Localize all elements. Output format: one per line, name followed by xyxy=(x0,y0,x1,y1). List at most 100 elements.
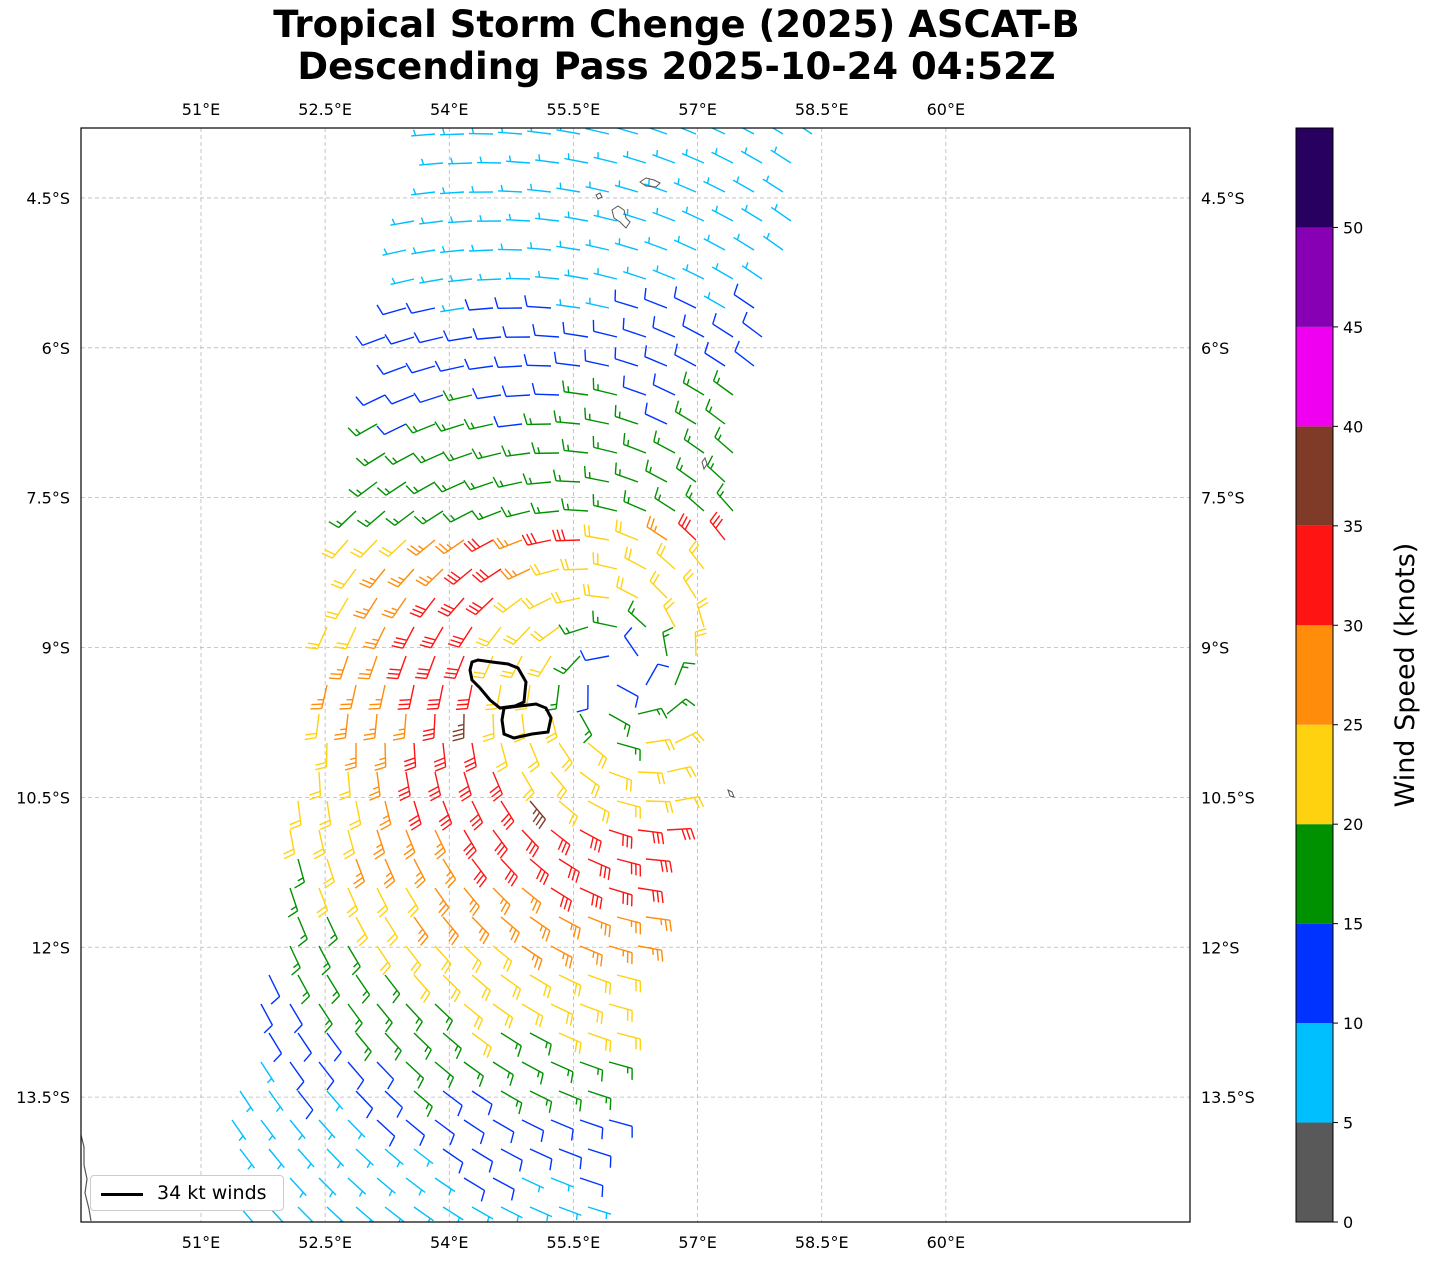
wind-barb xyxy=(716,483,734,512)
wind-barb xyxy=(463,742,477,773)
wind-barb xyxy=(623,490,647,512)
wind-barb xyxy=(442,390,473,402)
wind-barb xyxy=(587,1032,612,1053)
wind-barb xyxy=(711,148,734,164)
lat-label-left: 12°S xyxy=(31,938,70,957)
wind-barb xyxy=(608,945,633,965)
wind-barb xyxy=(333,713,349,741)
wind-barb xyxy=(694,628,707,657)
legend-entry-34kt: 34 kt winds xyxy=(157,1182,267,1204)
wind-barb xyxy=(440,187,465,195)
lat-label-left: 13.5°S xyxy=(16,1088,70,1107)
wind-barb xyxy=(529,1148,553,1171)
wind-barb xyxy=(677,513,697,541)
wind-barb xyxy=(681,206,705,222)
wind-barb xyxy=(592,319,618,338)
colorbar-segment xyxy=(1296,227,1333,327)
wind-barb xyxy=(762,232,784,251)
wind-barb xyxy=(614,405,639,425)
wind-barb xyxy=(704,341,726,367)
wind-barb xyxy=(558,742,573,773)
wind-barb xyxy=(558,1148,583,1170)
wind-barb xyxy=(347,1061,365,1091)
wind-barb xyxy=(355,394,386,406)
wind-barb xyxy=(616,684,639,708)
wind-barb xyxy=(500,1206,523,1222)
wind-barb xyxy=(268,1090,284,1113)
wind-barb xyxy=(645,459,668,483)
wind-barb xyxy=(468,244,494,252)
wind-barb xyxy=(438,800,453,831)
wind-barb xyxy=(359,568,386,589)
wind-barb xyxy=(471,655,494,679)
wind-barb xyxy=(476,156,502,164)
wind-barb xyxy=(463,479,494,491)
wind-barb xyxy=(463,1177,486,1202)
wind-barb xyxy=(463,1119,485,1145)
wind-barb xyxy=(289,1119,306,1141)
lon-label-bottom: 52.5°E xyxy=(298,1233,352,1252)
wind-barb xyxy=(647,128,668,135)
wind-barb xyxy=(357,655,378,680)
wind-barb xyxy=(318,1003,333,1034)
wind-barb xyxy=(649,570,668,599)
wind-barb xyxy=(324,597,349,620)
wind-barb xyxy=(411,247,436,255)
34kt-contour-north-lobe xyxy=(468,658,528,710)
wind-barb xyxy=(297,1148,315,1170)
wind-barb xyxy=(376,945,391,975)
wind-barb xyxy=(616,1032,642,1051)
lat-label-right: 12°S xyxy=(1201,938,1240,957)
wind-barb xyxy=(330,568,357,589)
wind-barb xyxy=(505,272,531,280)
wind-barb xyxy=(550,1177,574,1192)
wind-barb xyxy=(762,175,784,193)
wind-barb xyxy=(614,462,639,483)
wind-barb xyxy=(355,1148,374,1169)
wind-barb xyxy=(413,858,426,889)
colorbar-tick-label: 20 xyxy=(1343,815,1363,834)
wind-barb xyxy=(556,182,581,193)
wind-barb xyxy=(497,184,523,193)
wind-barb xyxy=(705,398,726,425)
lon-label-bottom: 55.5°E xyxy=(547,1233,601,1252)
wind-barb xyxy=(531,382,560,396)
wind-barb xyxy=(442,451,473,462)
wind-barb xyxy=(289,1061,305,1091)
wind-barb xyxy=(231,1119,247,1142)
wind-barb xyxy=(381,597,407,619)
colorbar-segment xyxy=(1296,724,1333,825)
wind-barb xyxy=(464,358,494,371)
wind-barb xyxy=(556,240,581,251)
wind-barb xyxy=(521,771,535,802)
wind-barb xyxy=(471,510,502,521)
wind-barb xyxy=(529,800,547,830)
colorbar-tick-label: 35 xyxy=(1343,517,1363,536)
wind-barb xyxy=(674,343,697,367)
wind-barb xyxy=(585,297,610,309)
wind-barb xyxy=(584,349,610,367)
wind-barb xyxy=(502,326,531,338)
wind-barb xyxy=(696,597,709,628)
wind-barb xyxy=(463,418,494,430)
wind-barb xyxy=(419,158,444,166)
lat-label-right: 13.5°S xyxy=(1201,1088,1255,1107)
wind-barb xyxy=(347,1177,367,1197)
wind-barb xyxy=(521,597,552,610)
wind-barb xyxy=(391,626,415,649)
colorbar-frame xyxy=(1295,127,1334,1223)
wind-barb xyxy=(558,1032,582,1054)
wind-barb xyxy=(434,1177,456,1196)
wind-barb xyxy=(471,448,502,460)
wind-barb xyxy=(652,265,676,280)
wind-barb xyxy=(405,1119,426,1147)
wind-barb xyxy=(709,511,726,541)
colorbar-segment xyxy=(1296,525,1333,626)
wind-barb xyxy=(413,974,431,1003)
wind-barb xyxy=(712,312,734,338)
wind-barb xyxy=(622,266,647,280)
wind-barb xyxy=(643,287,668,309)
wind-barb xyxy=(458,771,472,802)
wind-barb xyxy=(674,400,697,425)
wind-barb xyxy=(413,510,444,525)
